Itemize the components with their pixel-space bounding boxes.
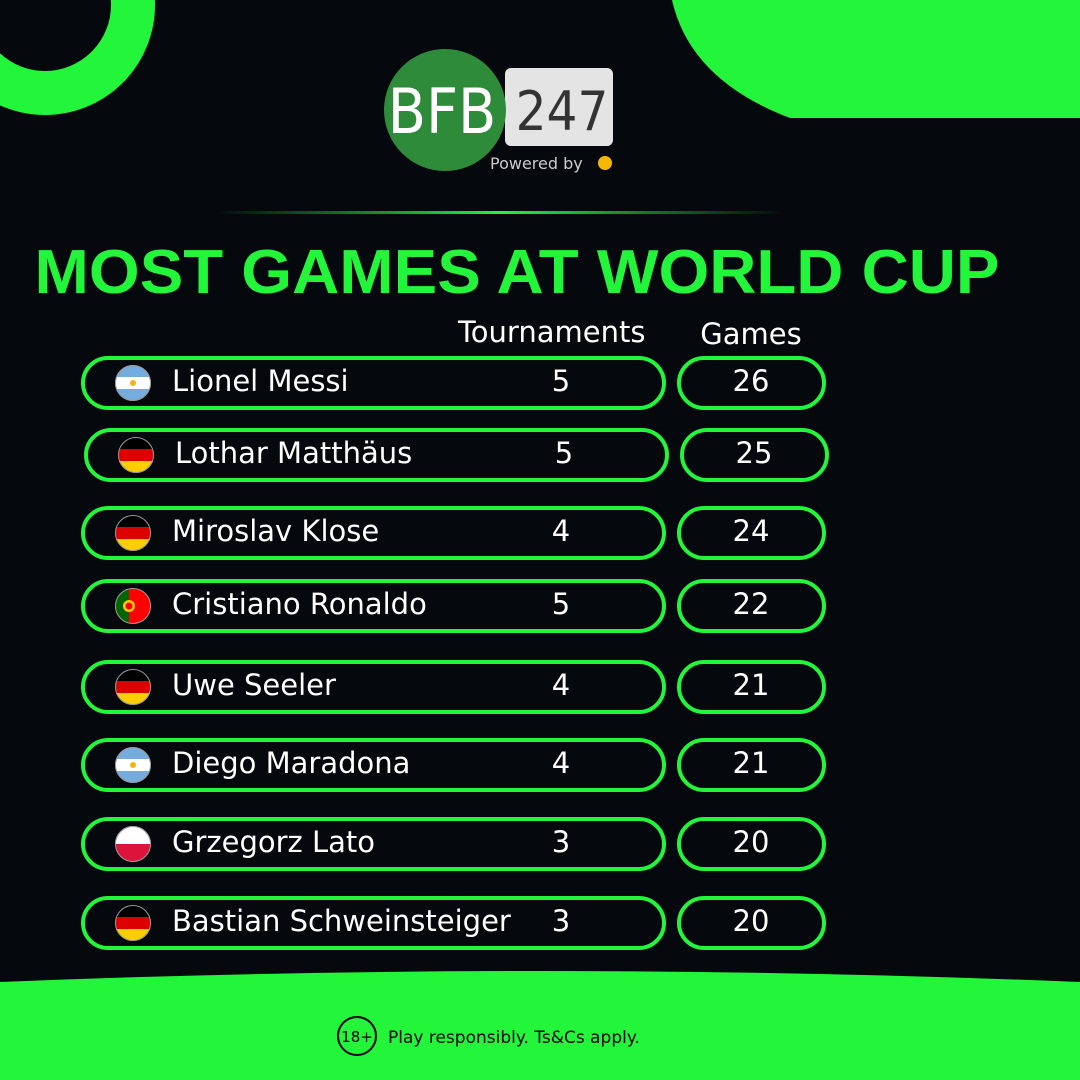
- player-name: Cristiano Ronaldo: [172, 587, 427, 621]
- player-name: Diego Maradona: [172, 746, 411, 780]
- games: 21: [732, 668, 770, 702]
- age-badge: [337, 1016, 377, 1056]
- logo-right: 247: [516, 80, 609, 143]
- header-tournaments: Tournaments: [457, 315, 645, 349]
- footer-text: Play responsibly. Ts&Cs apply.: [388, 1028, 640, 1048]
- games-pill: [677, 356, 826, 410]
- title: MOST GAMES AT WORLD CUP: [35, 238, 1000, 307]
- player-name: Lothar Matthäus: [175, 436, 413, 470]
- name-pill: [81, 356, 666, 410]
- sponsor-icon: [598, 156, 612, 170]
- games: 22: [732, 587, 770, 621]
- player-name: Lionel Messi: [172, 364, 349, 398]
- logo-circle: [384, 49, 506, 171]
- tournaments: 5: [551, 364, 571, 398]
- name-pill: [81, 506, 666, 560]
- player-name: Miroslav Klose: [172, 514, 380, 548]
- tournaments: 4: [551, 746, 571, 780]
- logo-box: [505, 68, 613, 146]
- games-pill: [677, 660, 826, 714]
- tournaments: 3: [551, 825, 571, 859]
- player-name: Grzegorz Lato: [172, 825, 376, 859]
- tournaments: 5: [551, 587, 571, 621]
- tournaments: 4: [551, 514, 571, 548]
- logo-left: BFB: [388, 75, 497, 148]
- games-pill: [677, 506, 826, 560]
- games-pill: [680, 428, 829, 482]
- powered-by: Powered by: [490, 154, 583, 173]
- games: 25: [735, 436, 773, 470]
- games-pill: [677, 896, 826, 950]
- age-badge-text: 18+: [341, 1028, 373, 1046]
- corner-blob: [672, 0, 1080, 118]
- name-pill: [81, 579, 666, 633]
- player-name: Bastian Schweinsteiger: [172, 904, 511, 938]
- header-games: Games: [700, 317, 801, 351]
- games-pill: [677, 817, 826, 871]
- corner-ring: [0, 0, 155, 115]
- games: 20: [732, 904, 770, 938]
- name-pill: [81, 817, 666, 871]
- name-pill: [84, 428, 669, 482]
- name-pill: [81, 738, 666, 792]
- tournaments: 5: [554, 436, 574, 470]
- name-pill: [81, 660, 666, 714]
- divider: [215, 211, 785, 214]
- games-pill: [677, 738, 826, 792]
- tournaments: 3: [551, 904, 571, 938]
- games: 20: [732, 825, 770, 859]
- games: 26: [732, 364, 770, 398]
- games: 21: [732, 746, 770, 780]
- tournaments: 4: [551, 668, 571, 702]
- games-pill: [677, 579, 826, 633]
- footer-band: [0, 971, 1080, 1080]
- player-name: Uwe Seeler: [172, 668, 336, 702]
- games: 24: [732, 514, 770, 548]
- name-pill: [81, 896, 666, 950]
